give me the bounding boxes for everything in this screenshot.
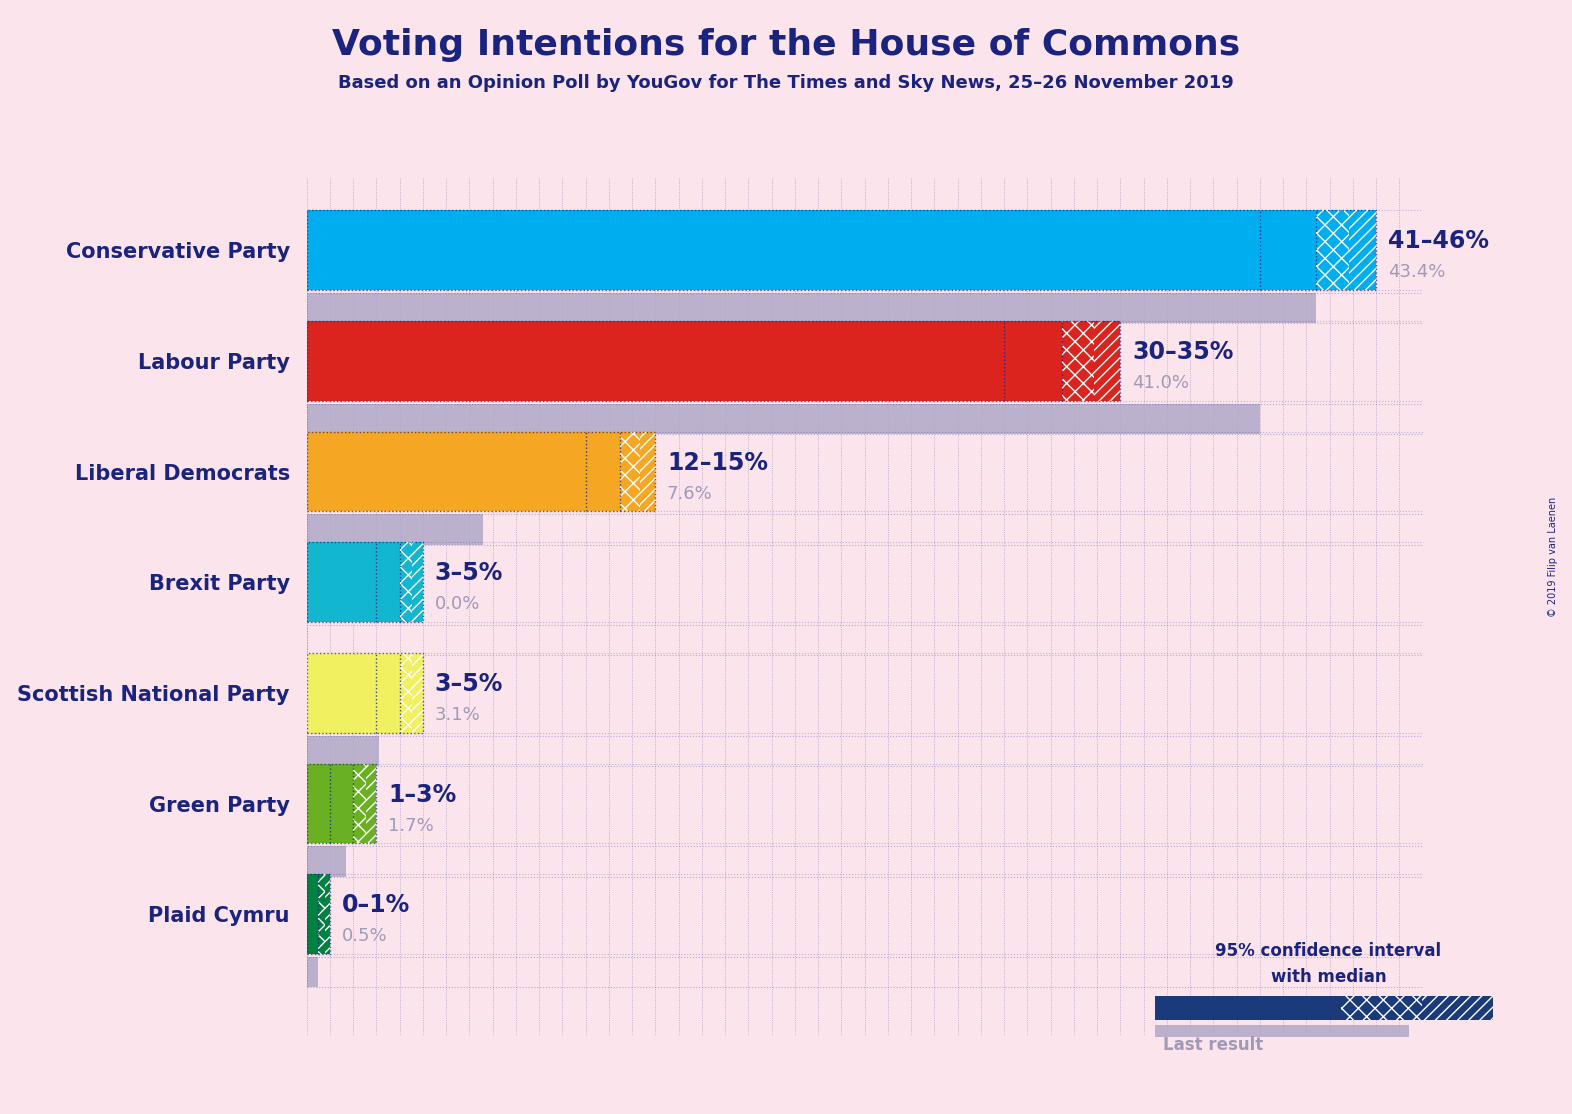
Bar (1063, 321, 1094, 401)
Text: 41–46%: 41–46% (1388, 229, 1489, 253)
Bar (307, 625, 1423, 655)
Text: 7.6%: 7.6% (667, 485, 712, 502)
Bar (307, 847, 1423, 877)
Text: Last result: Last result (1163, 1036, 1264, 1054)
Bar (1341, 996, 1423, 1020)
Bar (412, 653, 423, 733)
Bar (307, 211, 1375, 290)
Bar (399, 543, 412, 622)
Bar (307, 847, 346, 877)
Bar (1349, 211, 1376, 290)
Bar (307, 211, 1316, 290)
Bar (1155, 996, 1341, 1020)
Text: 3.1%: 3.1% (434, 706, 479, 724)
Bar (412, 543, 423, 622)
Bar (307, 293, 1423, 323)
Text: with median: with median (1270, 968, 1387, 986)
Bar (307, 432, 621, 511)
Text: 30–35%: 30–35% (1132, 340, 1234, 364)
Text: 1.7%: 1.7% (388, 817, 434, 834)
Text: 12–15%: 12–15% (667, 451, 769, 475)
Bar (307, 874, 318, 954)
Bar (1423, 996, 1493, 1020)
Bar (307, 764, 354, 843)
Text: 95% confidence interval: 95% confidence interval (1215, 942, 1442, 960)
Bar (307, 735, 379, 766)
Bar (307, 321, 1423, 401)
Bar (621, 432, 640, 511)
Bar (307, 543, 399, 622)
Bar (1094, 321, 1121, 401)
Bar (307, 543, 1423, 622)
Text: © 2019 Filip van Laenen: © 2019 Filip van Laenen (1548, 497, 1558, 617)
Bar (318, 874, 324, 954)
Bar (307, 653, 1423, 733)
Bar (324, 874, 330, 954)
Text: 1–3%: 1–3% (388, 783, 456, 807)
Text: 3–5%: 3–5% (434, 561, 503, 585)
Text: 43.4%: 43.4% (1388, 263, 1445, 282)
Bar (307, 957, 1423, 987)
Text: Based on an Opinion Poll by YouGov for The Times and Sky News, 25–26 November 20: Based on an Opinion Poll by YouGov for T… (338, 74, 1234, 91)
Text: 41.0%: 41.0% (1132, 374, 1188, 392)
Bar (307, 432, 656, 511)
Text: 0.5%: 0.5% (341, 928, 387, 946)
Bar (307, 211, 1423, 290)
Bar (307, 432, 1423, 511)
Bar (307, 764, 1423, 843)
Bar (1155, 1025, 1409, 1037)
Bar (640, 432, 656, 511)
Bar (307, 764, 376, 843)
Bar (399, 653, 412, 733)
Bar (307, 653, 423, 733)
Bar (1316, 211, 1349, 290)
Bar (307, 293, 1316, 323)
Bar (307, 403, 1259, 434)
Bar (307, 515, 483, 545)
Bar (307, 515, 1423, 545)
Bar (307, 403, 1423, 434)
Text: Voting Intentions for the House of Commons: Voting Intentions for the House of Commo… (332, 28, 1240, 62)
Text: 0–1%: 0–1% (341, 893, 410, 918)
Bar (307, 735, 1423, 766)
Bar (366, 764, 376, 843)
Bar (307, 653, 399, 733)
Bar (307, 321, 1063, 401)
Bar (307, 957, 318, 987)
Bar (354, 764, 366, 843)
Text: 3–5%: 3–5% (434, 672, 503, 696)
Bar (307, 874, 330, 954)
Text: 0.0%: 0.0% (434, 595, 479, 614)
Bar (307, 543, 423, 622)
Bar (307, 874, 1423, 954)
Bar (307, 321, 1121, 401)
